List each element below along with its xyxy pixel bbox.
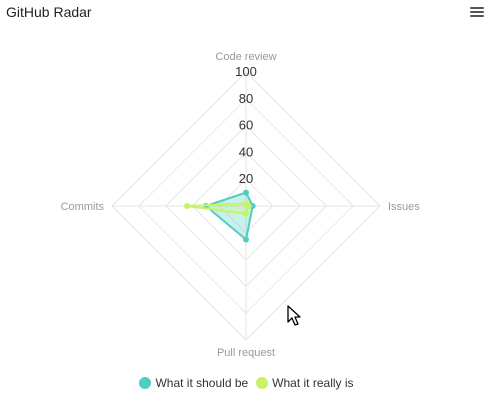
legend-item-series-0[interactable]: What it should be (139, 376, 248, 390)
data-point (243, 236, 249, 243)
data-point (184, 203, 191, 209)
axis-label: Issues (388, 201, 420, 213)
tick-label: 80 (239, 91, 253, 106)
hamburger-menu-icon[interactable] (468, 4, 486, 20)
legend-item-series-1[interactable]: What it really is (256, 376, 354, 390)
tick-label: 100 (235, 64, 257, 79)
legend-swatch (139, 377, 152, 389)
tick-label: 20 (239, 171, 253, 186)
axis-label: Commits (61, 201, 105, 213)
chart-title: GitHub Radar (6, 4, 92, 20)
legend: What it should be What it really is (0, 374, 493, 392)
legend-label: What it should be (155, 376, 249, 390)
tick-label: 60 (239, 118, 253, 133)
legend-label: What it really is (272, 376, 354, 390)
mouse-cursor-icon (287, 305, 301, 326)
data-point (243, 211, 249, 218)
data-point (243, 189, 249, 196)
axis-label: Pull request (217, 347, 275, 359)
tick-label: 40 (239, 144, 253, 159)
legend-swatch (256, 377, 269, 389)
axis-label: Code review (215, 51, 276, 63)
data-point (245, 203, 252, 209)
